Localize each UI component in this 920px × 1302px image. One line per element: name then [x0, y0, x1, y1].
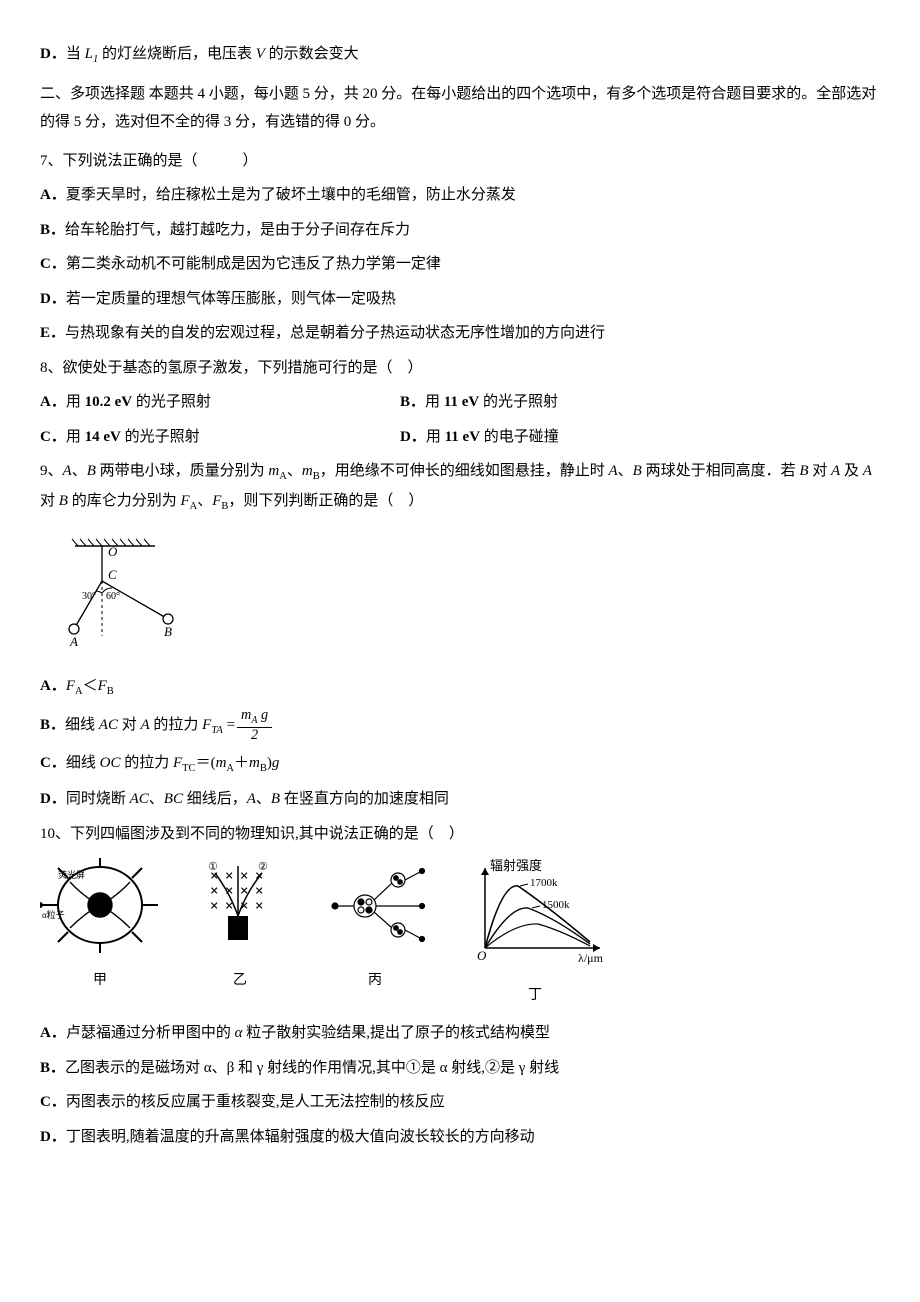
svg-text:A: A: [69, 634, 78, 649]
q7-opt-A-text: 夏季天旱时，给庄稼松土是为了破坏土壤中的毛细管，防止水分蒸发: [66, 187, 516, 203]
q8-row1: A．用 10.2 eV 的光子照射 B．用 11 eV 的光子照射: [40, 388, 880, 417]
q8-stem: 8、欲使处于基态的氢原子激发，下列措施可行的是（ ）: [40, 354, 880, 383]
q7-opt-E-text: 与热现象有关的自发的宏观过程，总是朝着分子热运动状态无序性增加的方向进行: [65, 325, 605, 341]
fig-c: 丙: [320, 858, 430, 994]
svg-text:O: O: [108, 544, 118, 559]
fig-a-label: 甲: [40, 968, 160, 995]
q7-stem: 7、下列说法正确的是（ ）: [40, 147, 880, 176]
q7-opt-B: B．给车轮胎打气，越打越吃力，是由于分子间存在斥力: [40, 216, 880, 245]
svg-text:O: O: [477, 948, 487, 963]
svg-text:②: ②: [258, 861, 268, 873]
fraction: mA g 2: [237, 708, 272, 743]
q7-opt-C-text: 第二类永动机不可能制成是因为它违反了热力学第一定律: [66, 256, 441, 272]
q7-opt-E: E．与热现象有关的自发的宏观过程，总是朝着分子热运动状态无序性增加的方向进行: [40, 319, 880, 348]
q8-opt-A: A．用 10.2 eV 的光子照射: [40, 388, 400, 417]
fig-d: 辐射强度 λ/μm O 1700k 1500k 丁: [460, 858, 610, 1009]
q7-opt-C: C．第二类永动机不可能制成是因为它违反了热力学第一定律: [40, 250, 880, 279]
q10-opt-D: D．丁图表明,随着温度的升高黑体辐射强度的极大值向波长较长的方向移动: [40, 1123, 880, 1152]
q8-row2: C．用 14 eV 的光子照射 D．用 11 eV 的电子碰撞: [40, 423, 880, 452]
svg-text:30°: 30°: [82, 591, 96, 602]
q10-stem: 10、下列四幅图涉及到不同的物理知识,其中说法正确的是（ ）: [40, 820, 880, 849]
svg-text:荧光屏: 荧光屏: [58, 869, 85, 880]
fig-b-label: 乙: [190, 968, 290, 995]
svg-text:×: ×: [240, 868, 248, 884]
q8-opt-C: C．用 14 eV 的光子照射: [40, 423, 400, 452]
svg-text:α粒子: α粒子: [42, 909, 65, 920]
q7-opt-D-text: 若一定质量的理想气体等压膨胀，则气体一定吸热: [66, 291, 396, 307]
q10-figures: 荧光屏 α粒子 甲 ×××× ×××× ×××× ① ② 乙: [40, 858, 880, 1009]
svg-text:C: C: [108, 567, 117, 582]
svg-text:×: ×: [255, 898, 263, 914]
q10-opt-B: B．乙图表示的是磁场对 α、β 和 γ 射线的作用情况,其中①是 α 射线,②是…: [40, 1054, 880, 1083]
fig-a: 荧光屏 α粒子 甲: [40, 858, 160, 994]
fig-b: ×××× ×××× ×××× ① ② 乙: [190, 858, 290, 994]
q9-diagram: O C 30° 60° A B: [40, 531, 190, 651]
q7-opt-A: A．夏季天旱时，给庄稼松土是为了破坏土壤中的毛细管，防止水分蒸发: [40, 181, 880, 210]
fig-d-label: 丁: [460, 983, 610, 1010]
q9-stem: 9、A、B 两带电小球，质量分别为 mA、mB，用绝缘不可伸长的细线如图悬挂，静…: [40, 457, 880, 517]
ylabel: 辐射强度: [490, 858, 542, 873]
xlabel: λ/μm: [578, 951, 604, 965]
fig-c-label: 丙: [320, 968, 430, 995]
q7-opt-B-text: 给车轮胎打气，越打越吃力，是由于分子间存在斥力: [65, 222, 410, 238]
svg-text:1500k: 1500k: [542, 899, 570, 911]
statement-d: D．当 L1 的灯丝烧断后，电压表 V 的示数会变大: [40, 40, 880, 70]
svg-text:①: ①: [208, 861, 218, 873]
opt-letter: D．: [40, 46, 66, 62]
q9-opt-B: B．细线 AC 对 A 的拉力 FTA = mA g 2: [40, 708, 880, 743]
q10-opt-A: A．卢瑟福通过分析甲图中的 α 粒子散射实验结果,提出了原子的核式结构模型: [40, 1019, 880, 1048]
svg-text:×: ×: [225, 868, 233, 884]
q9-opt-C: C．细线 OC 的拉力 FTC＝(mA＋mB)g: [40, 749, 880, 779]
section-2-header: 二、多项选择题 本题共 4 小题，每小题 5 分，共 20 分。在每小题给出的四…: [40, 80, 880, 137]
q9-opt-D: D．同时烧断 AC、BC 细线后，A、B 在竖直方向的加速度相同: [40, 785, 880, 814]
svg-text:60°: 60°: [106, 591, 120, 602]
svg-text:×: ×: [255, 883, 263, 899]
q9-opt-A: A．FA＜FB: [40, 672, 880, 702]
svg-text:×: ×: [210, 883, 218, 899]
q8-opt-B: B．用 11 eV 的光子照射: [400, 388, 760, 417]
svg-text:B: B: [164, 624, 172, 639]
q8-opt-D: D．用 11 eV 的电子碰撞: [400, 423, 760, 452]
svg-text:1700k: 1700k: [530, 877, 558, 889]
svg-text:×: ×: [210, 898, 218, 914]
q7-opt-D: D．若一定质量的理想气体等压膨胀，则气体一定吸热: [40, 285, 880, 314]
q10-opt-C: C．丙图表示的核反应属于重核裂变,是人工无法控制的核反应: [40, 1088, 880, 1117]
